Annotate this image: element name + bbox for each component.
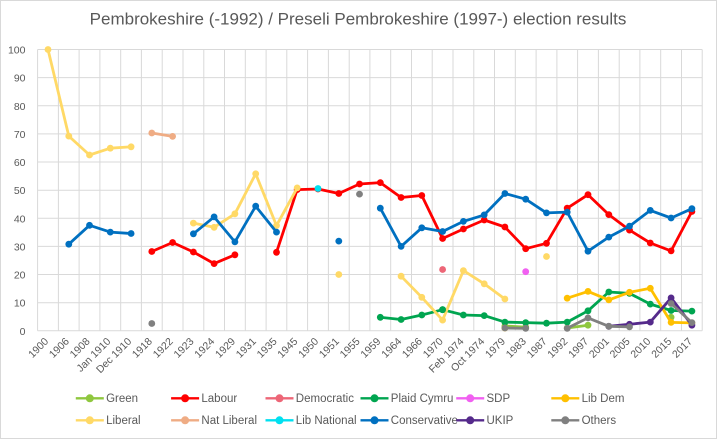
svg-text:Pembrokeshire (-1992) / Presel: Pembrokeshire (-1992) / Preseli Pembroke… [90, 10, 627, 29]
svg-text:90: 90 [14, 73, 26, 85]
svg-text:30: 30 [14, 241, 26, 253]
svg-text:UKIP: UKIP [487, 415, 514, 427]
svg-text:Democratic: Democratic [296, 393, 354, 405]
svg-text:60: 60 [14, 157, 26, 169]
svg-text:Nat Liberal: Nat Liberal [201, 415, 257, 427]
svg-text:Conservative: Conservative [391, 415, 458, 427]
svg-text:SDP: SDP [487, 393, 511, 405]
svg-text:40: 40 [14, 213, 26, 225]
svg-text:Green: Green [106, 393, 138, 405]
svg-text:Lib National: Lib National [296, 415, 357, 427]
svg-text:0: 0 [20, 326, 26, 338]
svg-text:20: 20 [14, 270, 26, 282]
svg-text:Labour: Labour [201, 393, 237, 405]
svg-text:Liberal: Liberal [106, 415, 141, 427]
svg-text:Others: Others [582, 415, 617, 427]
svg-text:50: 50 [14, 185, 26, 197]
svg-text:70: 70 [14, 129, 26, 141]
svg-text:10: 10 [14, 298, 26, 310]
svg-text:Plaid Cymru: Plaid Cymru [391, 393, 454, 405]
svg-text:80: 80 [14, 101, 26, 113]
svg-text:Lib Dem: Lib Dem [582, 393, 625, 405]
svg-text:100: 100 [8, 45, 26, 57]
